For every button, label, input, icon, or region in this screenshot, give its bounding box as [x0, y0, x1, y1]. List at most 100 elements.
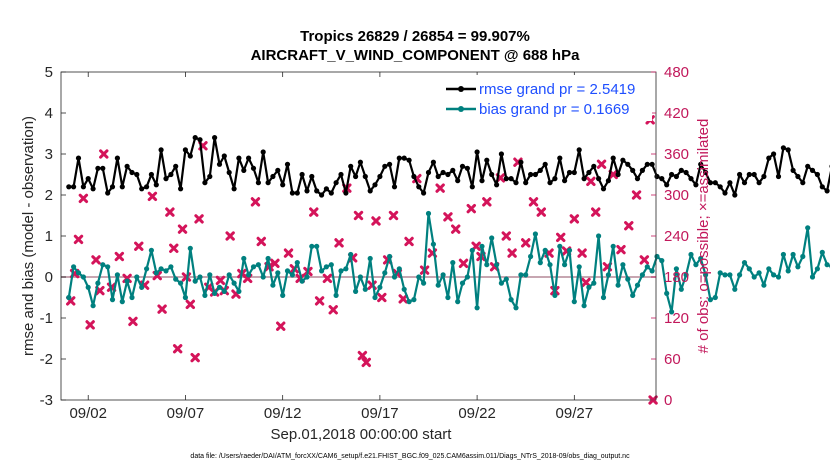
- rmse-point: [528, 171, 534, 178]
- rmse-point: [114, 155, 120, 161]
- legend-rmse-label: rmse grand pr = 2.5419: [479, 81, 635, 98]
- rmse-point: [571, 169, 577, 176]
- rmse-point: [756, 180, 762, 186]
- bias-point: [202, 292, 208, 298]
- obs-count-marker: [624, 221, 634, 231]
- rmse-point: [367, 188, 373, 194]
- rmse-point: [790, 167, 796, 173]
- bias-point: [430, 241, 436, 247]
- rmse-point: [250, 165, 257, 171]
- bias-point: [819, 249, 825, 255]
- rmse-point: [158, 147, 164, 153]
- rmse-point: [644, 161, 650, 167]
- bias-point: [766, 266, 772, 272]
- rmse-point: [780, 145, 787, 151]
- bias-point: [566, 247, 573, 253]
- bias-point: [469, 247, 475, 253]
- obs-count-marker: [276, 321, 286, 331]
- rmse-point: [387, 161, 393, 167]
- bias-point: [634, 282, 641, 288]
- rmse-point: [732, 192, 738, 198]
- y2-tick-label: 420: [664, 105, 689, 122]
- bias-point: [571, 299, 577, 305]
- bias-point: [790, 251, 796, 258]
- rmse-point: [343, 190, 349, 196]
- rmse-point: [85, 176, 91, 182]
- bias-point: [722, 272, 728, 278]
- rmse-point: [737, 171, 743, 178]
- x-tick-label: 09/07: [167, 405, 205, 422]
- obs-count-marker: [172, 344, 183, 354]
- bias-point: [319, 268, 325, 274]
- rmse-point: [566, 169, 573, 176]
- rmse-point: [727, 180, 733, 186]
- bias-point: [576, 264, 582, 270]
- rmse-point: [766, 155, 772, 161]
- rmse-point: [508, 176, 514, 182]
- rmse-point: [542, 161, 548, 167]
- bias-point: [717, 270, 723, 276]
- rmse-point: [469, 184, 475, 190]
- rmse-point: [236, 155, 242, 161]
- obs-count-marker: [147, 191, 158, 202]
- obs-count-marker: [270, 258, 280, 269]
- y2-tick-label: 60: [664, 351, 681, 368]
- bias-point: [727, 272, 733, 278]
- rmse-point: [207, 173, 213, 180]
- bias-point: [440, 272, 446, 278]
- bias-point: [591, 280, 597, 286]
- bias-point: [639, 272, 646, 278]
- bias-point: [75, 270, 82, 276]
- obs-count-marker: [577, 248, 587, 258]
- y2-tick-label: 360: [664, 146, 689, 163]
- bias-point: [182, 294, 188, 301]
- rmse-point: [785, 147, 791, 153]
- rmse-point: [610, 155, 616, 161]
- legend-rmse-marker: [458, 86, 464, 92]
- bias-layer: [66, 210, 830, 315]
- rmse-point: [416, 184, 422, 190]
- bias-point: [562, 262, 568, 268]
- bias-point: [411, 297, 417, 303]
- obs-count-marker: [596, 159, 607, 169]
- rmse-point: [430, 159, 436, 165]
- bias-point: [396, 266, 402, 272]
- y-tick-label: 3: [45, 146, 53, 163]
- bias-point: [333, 292, 339, 298]
- rmse-point: [824, 188, 830, 194]
- rmse-point: [459, 163, 466, 169]
- y2-tick-label: 0: [664, 392, 672, 409]
- rmse-point: [800, 180, 806, 186]
- rmse-point: [450, 167, 456, 173]
- bias-point: [280, 292, 286, 298]
- rmse-point: [809, 167, 816, 173]
- obs-count-marker: [357, 350, 368, 361]
- rmse-point: [421, 190, 427, 196]
- rmse-point: [406, 157, 412, 163]
- obs-count-marker: [591, 207, 601, 217]
- bias-point: [644, 264, 650, 270]
- rmse-point: [134, 171, 140, 178]
- bias-point: [814, 266, 821, 272]
- y2-tick-label: 300: [664, 187, 689, 204]
- bias-point: [673, 266, 680, 272]
- bias-point: [581, 303, 587, 309]
- bias-point: [732, 286, 738, 292]
- rmse-point: [557, 155, 563, 161]
- obs-count-marker: [322, 273, 333, 284]
- obs-count-marker: [134, 241, 144, 251]
- rmse-point: [464, 165, 470, 171]
- rmse-point: [771, 151, 777, 157]
- rmse-point: [231, 186, 237, 192]
- rmse-point: [576, 147, 582, 153]
- rmse-point: [153, 182, 159, 188]
- rmse-point: [182, 147, 188, 153]
- bias-point: [630, 292, 636, 298]
- y-tick-label: -2: [40, 351, 53, 368]
- rmse-point: [625, 161, 631, 167]
- obs-count-marker: [466, 203, 476, 214]
- obs-count-marker: [185, 299, 196, 310]
- rmse-point: [144, 184, 150, 190]
- bias-point: [800, 253, 806, 260]
- bias-point: [586, 284, 592, 290]
